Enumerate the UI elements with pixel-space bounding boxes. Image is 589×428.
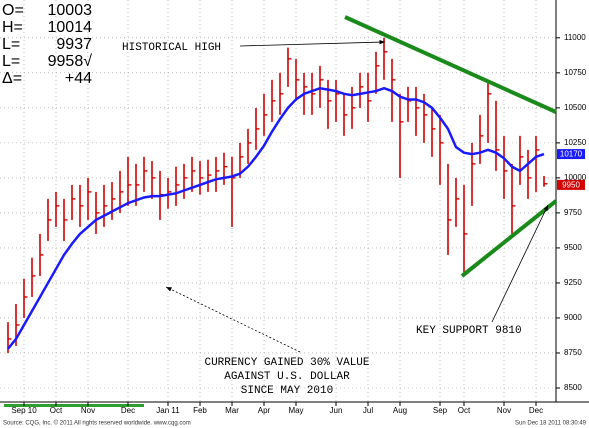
readout-label: L= [2, 36, 20, 53]
x-tick-label: Feb [193, 406, 207, 415]
readout-value: 10003 [48, 2, 93, 19]
moving-average [7, 86, 545, 350]
last-value-box [557, 149, 585, 160]
last-value-label: 9950 [562, 181, 580, 190]
x-tick-label: Jun [330, 406, 343, 415]
arrow [239, 39, 386, 47]
source: Source: CQG, Inc. © 2011 All rights rese… [3, 420, 191, 427]
timestamp: Sun Dec 18 2011 08:30:49 [515, 421, 587, 427]
marks [7, 37, 548, 353]
y-tick-label: 9750 [564, 208, 582, 217]
y-tick-label: 11000 [564, 33, 586, 42]
scroll-strip [4, 404, 144, 407]
x-tick-label: Apr [258, 406, 271, 415]
readout-value: 9937 [56, 36, 92, 53]
readout: O= 10003 H= 10014 L= 9937 L= 9958√ Δ= +44 [2, 2, 92, 87]
x-tick-label: Dec [121, 406, 135, 415]
x-tick-label: Aug [393, 406, 407, 415]
readout-value: 9958√ [48, 53, 93, 70]
annotation: KEY SUPPORT 9810 [416, 325, 522, 337]
arrow [165, 286, 301, 353]
readout-label: O= [2, 2, 24, 19]
arrow [491, 204, 549, 323]
last-value-label: 10170 [560, 150, 583, 159]
y-tick-label: 9250 [564, 278, 582, 287]
readout-value: 10014 [48, 19, 93, 36]
annotation: SINCE MAY 2010 [241, 385, 333, 397]
readout-value: +44 [65, 70, 92, 87]
annotation: AGAINST U.S. DOLLAR [224, 371, 350, 383]
y-tick-label: 10250 [564, 138, 587, 147]
x-tick-label: Nov [81, 406, 95, 415]
readout-label: L= [2, 53, 20, 70]
support-line [460, 199, 558, 278]
resistance-line [344, 15, 557, 114]
annotation: CURRENCY GAINED 30% VALUE [204, 357, 369, 369]
y-tick-label: 10500 [564, 103, 587, 112]
x-tick-label: May [288, 406, 303, 415]
annotation: HISTORICAL HIGH [122, 42, 221, 54]
x-tick-label: Mar [225, 406, 239, 415]
y-tick-label: 8500 [564, 383, 582, 392]
readout-label: H= [2, 19, 23, 36]
y-tick-label: 9500 [564, 243, 582, 252]
x-tick-label: Jul [363, 406, 373, 415]
readout-label: Δ= [2, 70, 22, 87]
y-tick-label: 10750 [564, 68, 587, 77]
x-tick-label: Oct [50, 406, 63, 415]
x-tick-label: Nov [497, 406, 511, 415]
x-tick-label: Sep 10 [11, 406, 37, 415]
y-tick-label: 9000 [564, 313, 582, 322]
x-tick-label: Oct [458, 406, 471, 415]
x-tick-label: Jan 11 [156, 406, 180, 415]
last-value-box [557, 179, 585, 190]
y-tick-label: 8750 [564, 348, 582, 357]
y-tick-label: 10000 [564, 173, 587, 182]
x-tick-label: Sep [433, 406, 448, 415]
x-tick-label: Dec [529, 406, 543, 415]
